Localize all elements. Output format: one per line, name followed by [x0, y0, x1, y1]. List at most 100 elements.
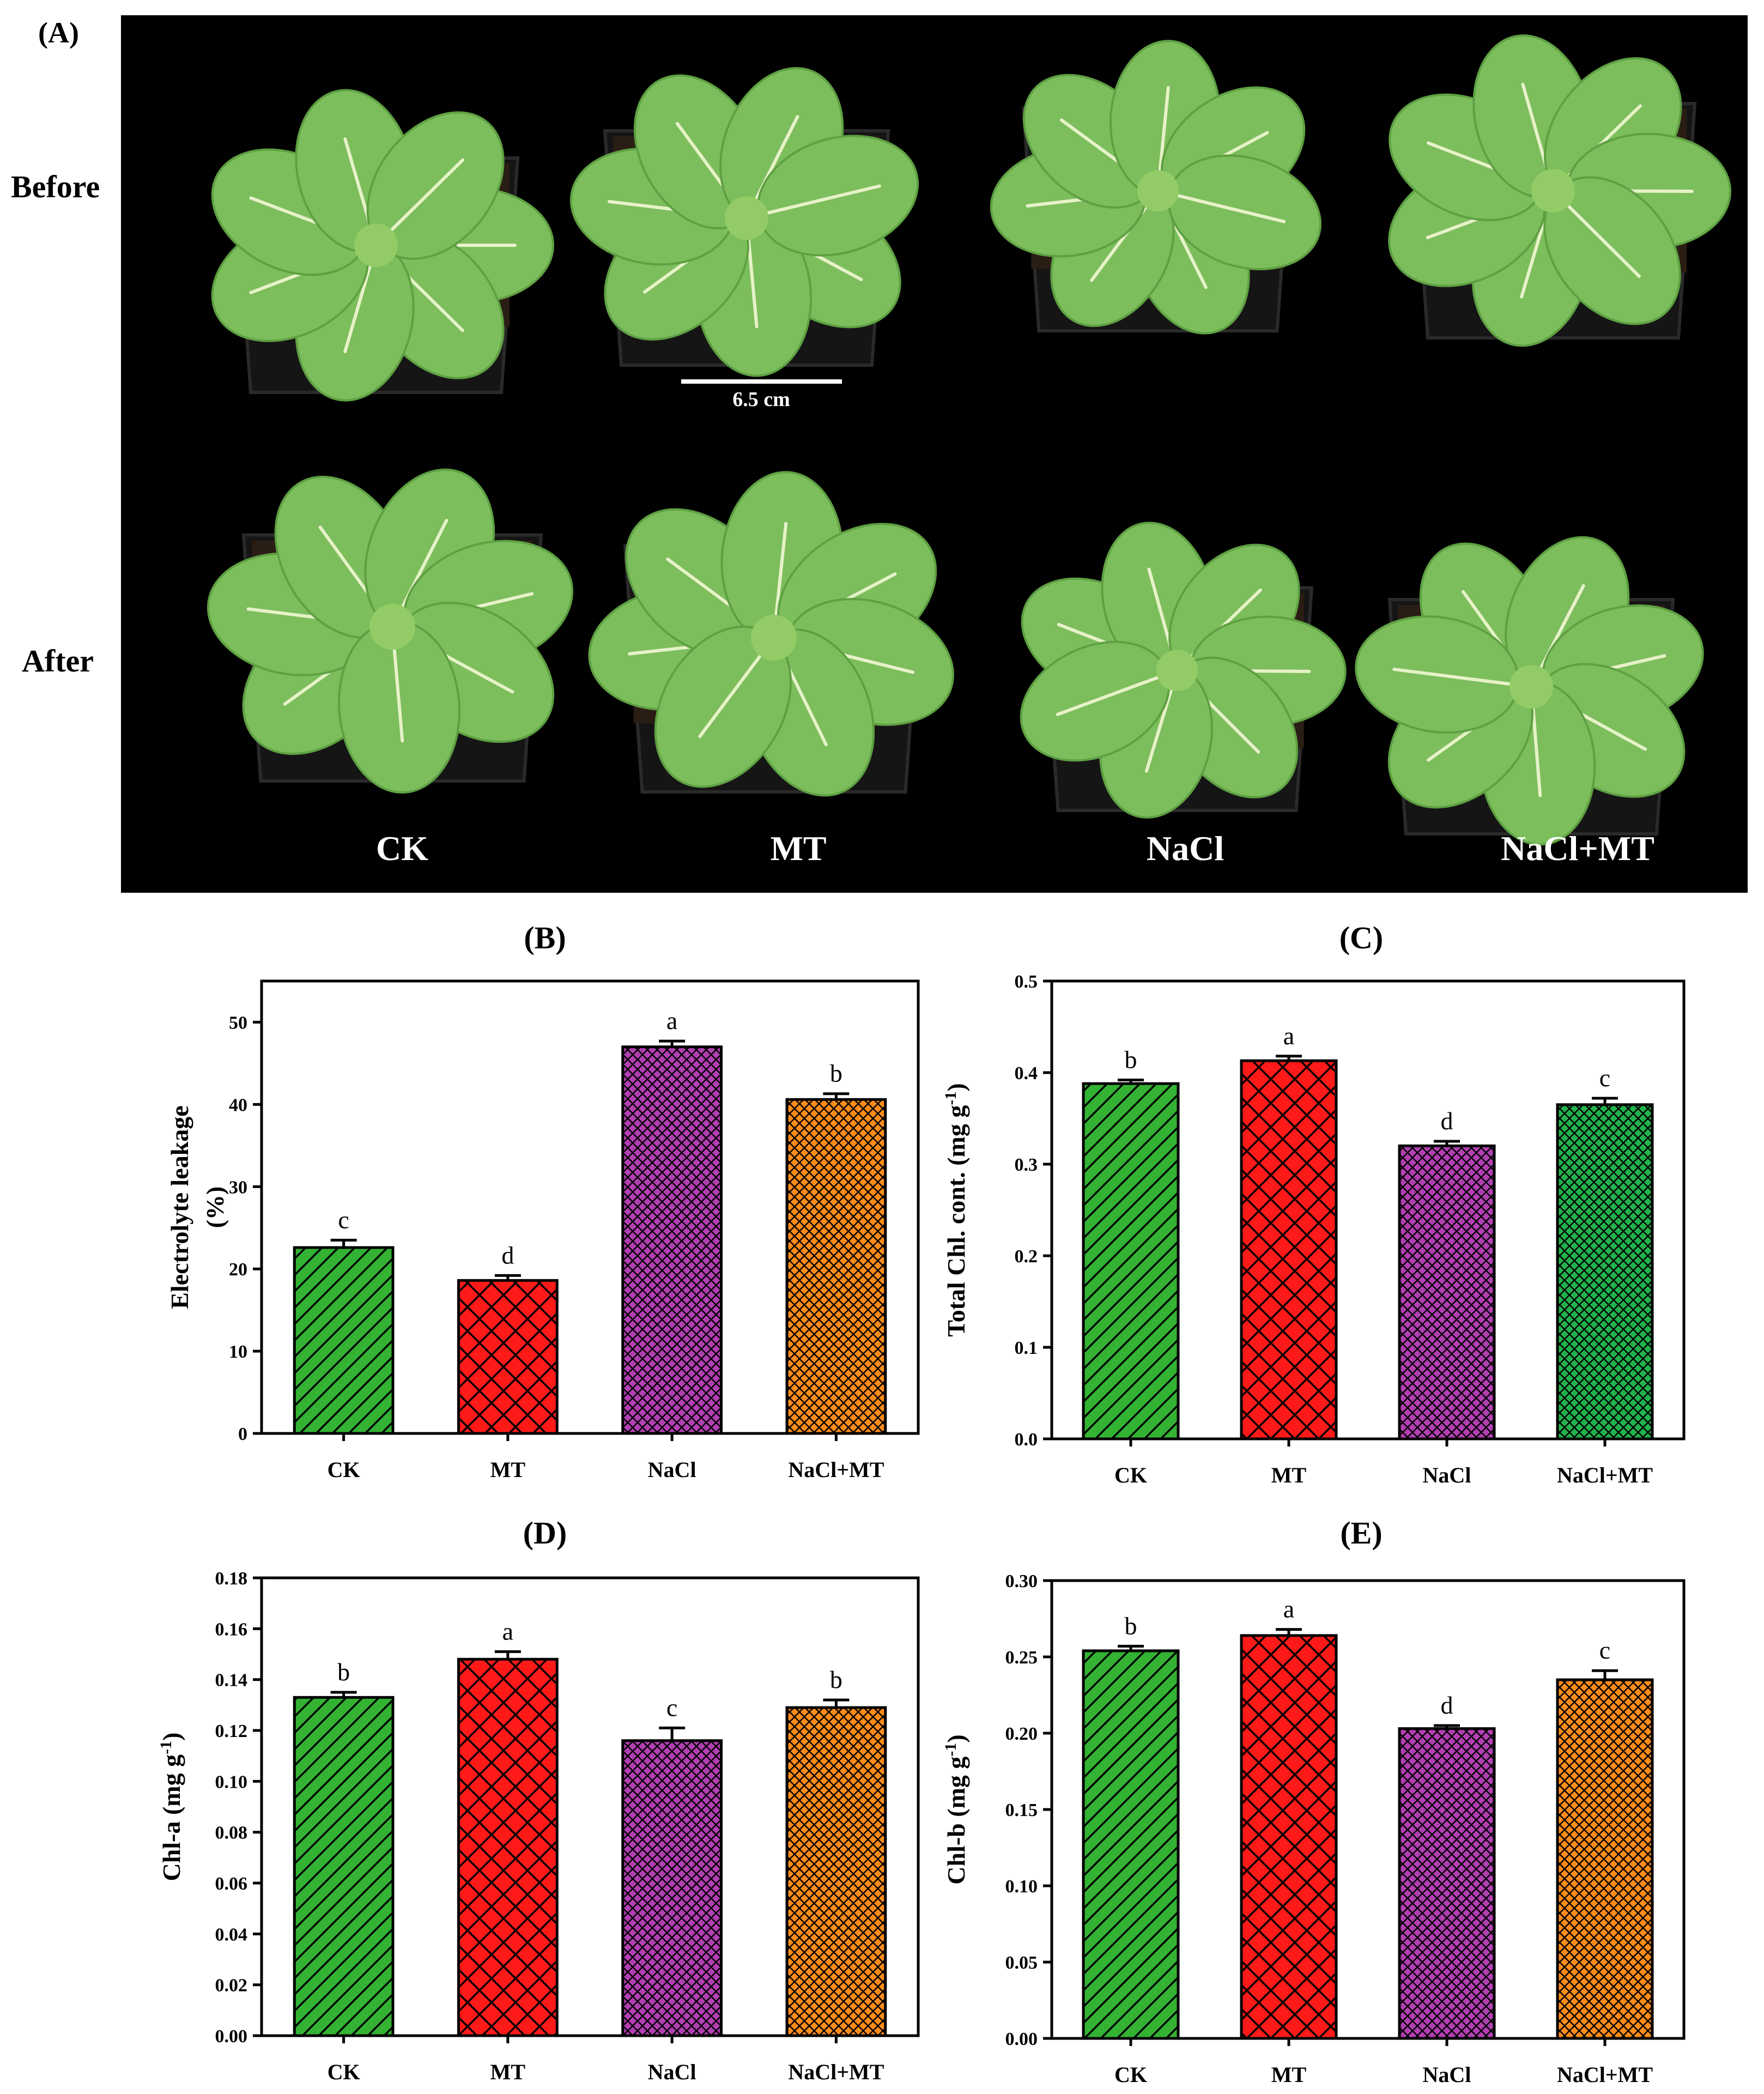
plant-before-NaCl+MT — [1388, 34, 1731, 347]
y-tick-label: 20 — [229, 1260, 247, 1280]
plant-center — [1137, 170, 1179, 211]
y-axis-label-unit: (%) — [201, 1187, 229, 1228]
plant-before-CK — [211, 89, 554, 402]
panel-a-label: (A) — [38, 16, 79, 49]
y-tick-label: 0.12 — [215, 1721, 248, 1741]
plant-before-NaCl — [990, 40, 1322, 335]
leaf-vein — [745, 184, 881, 220]
x-tick-label: CK — [1114, 1463, 1147, 1487]
bar-CK — [1082, 1082, 1180, 1441]
significance-letter: b — [830, 1060, 842, 1087]
plant-center — [1510, 665, 1553, 709]
y-tick-label: 0.16 — [215, 1619, 248, 1639]
x-tick-label: MT — [1271, 2062, 1307, 2087]
plot-frame — [260, 1576, 920, 2037]
bar-CK — [293, 1246, 395, 1435]
bar-CK — [293, 1696, 395, 2037]
treatment-label-mt: MT — [770, 829, 826, 868]
chart-B: (B) 0 10 20 30 40 50 Electrolyte leakage (%) c CK d… — [166, 920, 920, 1482]
plant-before-MT — [569, 66, 919, 377]
y-tick-label: 10 — [229, 1342, 247, 1362]
significance-letter: b — [1125, 1612, 1137, 1639]
y-tick-label: 0.02 — [215, 1976, 248, 1996]
photo-panel: (A) Before After 6.5 cm CK MT NaCl NaCl+… — [11, 15, 1748, 893]
plant-center — [1531, 169, 1575, 213]
bar-MT — [457, 1279, 559, 1435]
y-tick-label: 50 — [229, 1013, 247, 1033]
y-tick-label: 0.05 — [1005, 1953, 1038, 1973]
chart-D: (D) 0.00 0.02 0.04 0.06 0.08 0.10 0.12 0.14 0.16 0… — [157, 1515, 920, 2084]
bar-NaCl+MT — [785, 1706, 887, 2037]
significance-letter: b — [337, 1658, 350, 1686]
chart-C: (C) 0.0 0.1 0.2 0.3 0.4 0.5 Total Chl. cont. (m… — [942, 920, 1686, 1487]
x-tick-label: MT — [1271, 1463, 1307, 1487]
plant-after-CK — [207, 468, 574, 794]
y-tick-label: 0.10 — [1005, 1877, 1038, 1897]
plant-center — [369, 604, 415, 650]
chart-E: (E) 0.00 0.05 0.10 0.15 0.20 0.25 0.30 Chl-b (mg… — [942, 1515, 1686, 2087]
y-axis-label: Total Chl. cont. (mg g-1) — [942, 1083, 970, 1336]
plot-frame — [1050, 979, 1686, 1441]
y-tick-label: 0.00 — [1005, 2029, 1038, 2049]
y-tick-label: 0.0 — [1015, 1430, 1038, 1450]
plant-center — [1156, 650, 1198, 691]
x-tick-label: CK — [1114, 2062, 1147, 2087]
y-axis-label: Chl-a (mg g-1) — [157, 1733, 185, 1881]
plant-after-MT — [588, 471, 954, 797]
x-tick-label: CK — [328, 1457, 360, 1482]
bar-MT — [457, 1657, 559, 2037]
plot-frame — [260, 979, 920, 1435]
chart-title: (E) — [1340, 1515, 1382, 1551]
x-tick-label: NaCl+MT — [1557, 1463, 1653, 1487]
y-tick-label: 0.5 — [1015, 972, 1038, 992]
x-tick-label: NaCl — [648, 1457, 696, 1482]
y-tick-label: 0.15 — [1005, 1800, 1038, 1820]
bar-NaCl — [1398, 1144, 1496, 1441]
significance-letter: c — [338, 1206, 349, 1233]
leaf-vein — [1392, 667, 1533, 688]
y-tick-label: 0.08 — [215, 1823, 248, 1843]
significance-letter: c — [1599, 1064, 1610, 1092]
y-tick-label: 0.30 — [1005, 1571, 1038, 1591]
scale-bar-label: 6.5 cm — [732, 388, 790, 411]
significance-letter: b — [1125, 1045, 1137, 1073]
significance-letter: a — [502, 1617, 513, 1645]
plant-after-NaCl+MT — [1355, 536, 1704, 846]
x-tick-label: NaCl+MT — [788, 1457, 884, 1482]
x-tick-label: CK — [328, 2060, 360, 2084]
significance-letter: b — [830, 1666, 842, 1693]
y-tick-label: 0.2 — [1015, 1246, 1038, 1267]
y-axis-label: Chl-b (mg g-1) — [942, 1734, 970, 1884]
significance-letter: d — [1441, 1107, 1453, 1135]
y-tick-label: 30 — [229, 1177, 247, 1197]
y-tick-label: 40 — [229, 1095, 247, 1115]
leaf-vein — [1056, 669, 1179, 716]
significance-letter: c — [1599, 1636, 1610, 1664]
bar-charts: (B) 0 10 20 30 40 50 Electrolyte leakage (%) c CK d… — [157, 920, 1686, 2087]
y-tick-label: 0.14 — [215, 1671, 248, 1691]
significance-letter: a — [1283, 1595, 1294, 1623]
y-axis-label: Electrolyte leakage — [166, 1105, 193, 1309]
significance-letter: c — [666, 1693, 677, 1721]
y-tick-label: 0.25 — [1005, 1648, 1038, 1668]
plant-after-NaCl — [1020, 522, 1347, 819]
bar-NaCl+MT — [1556, 1103, 1654, 1441]
y-tick-label: 0.10 — [215, 1772, 248, 1792]
bar-NaCl — [1398, 1727, 1496, 2040]
plant-center — [725, 196, 768, 240]
bar-CK — [1082, 1649, 1180, 2040]
x-tick-label: MT — [490, 2060, 526, 2084]
y-tick-label: 0.04 — [215, 1924, 248, 1945]
treatment-label-ck: CK — [376, 829, 428, 868]
significance-letter: d — [1441, 1691, 1453, 1719]
bar-MT — [1240, 1634, 1338, 2040]
bar-MT — [1240, 1059, 1338, 1441]
y-tick-label: 0.06 — [215, 1874, 248, 1894]
row-label-before: Before — [11, 169, 100, 204]
x-tick-label: NaCl+MT — [1557, 2062, 1653, 2087]
chart-title: (C) — [1339, 920, 1384, 955]
significance-letter: a — [666, 1007, 677, 1034]
bar-NaCl — [621, 1045, 723, 1435]
treatment-label-nacl-mt: NaCl+MT — [1501, 829, 1654, 868]
